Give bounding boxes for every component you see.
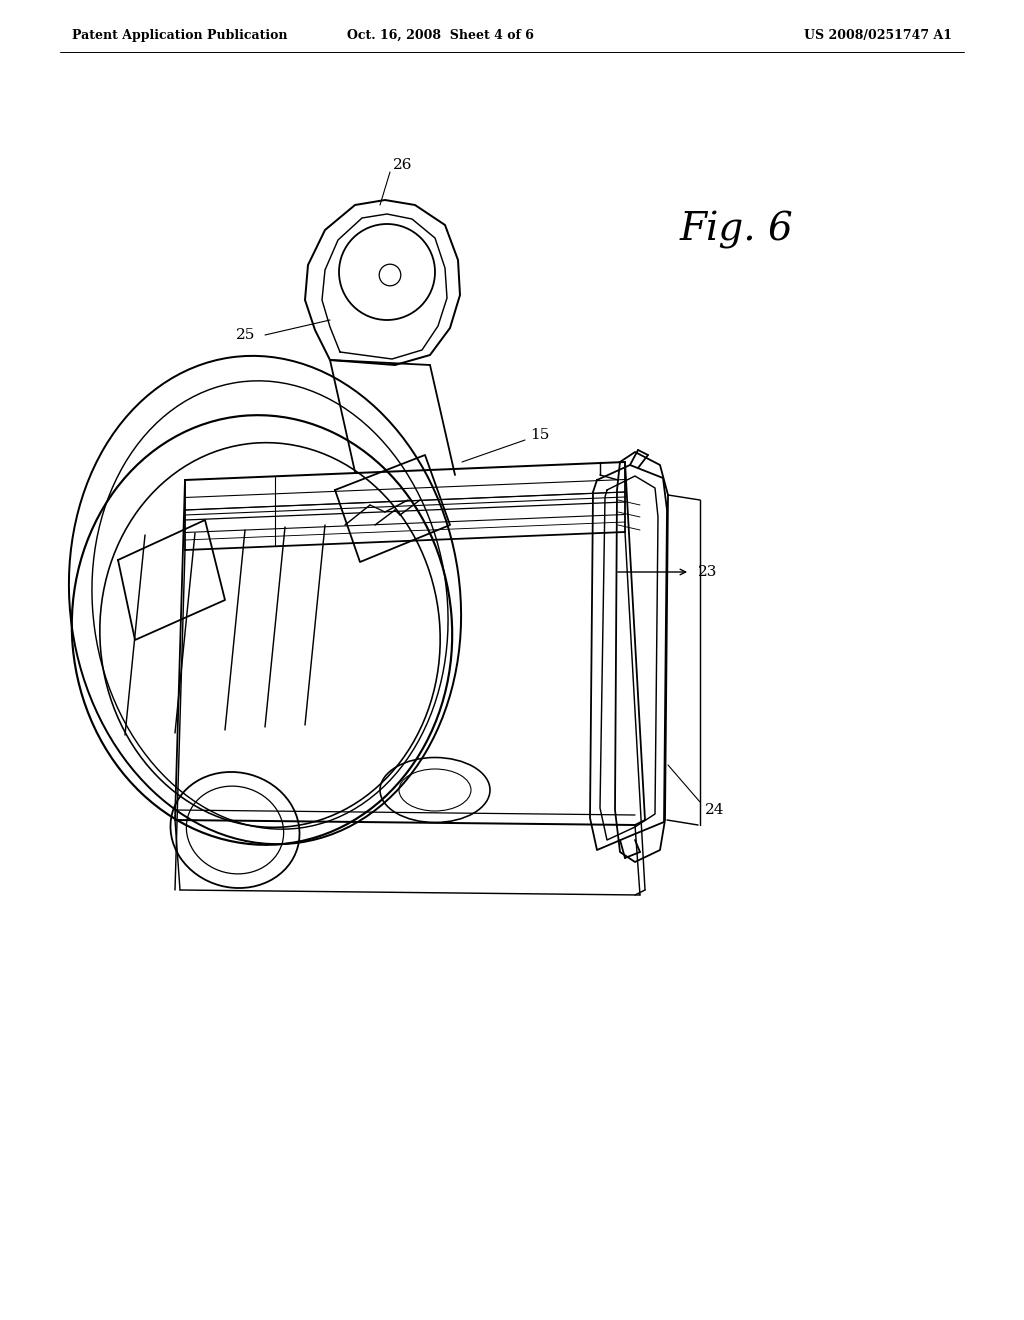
Text: 26: 26	[393, 158, 413, 172]
Text: 24: 24	[705, 803, 725, 817]
Text: US 2008/0251747 A1: US 2008/0251747 A1	[804, 29, 952, 41]
Text: Fig. 6: Fig. 6	[680, 211, 794, 249]
Text: Oct. 16, 2008  Sheet 4 of 6: Oct. 16, 2008 Sheet 4 of 6	[346, 29, 534, 41]
Text: 15: 15	[530, 428, 549, 442]
Text: 23: 23	[698, 565, 718, 579]
Text: 25: 25	[236, 327, 255, 342]
Text: Patent Application Publication: Patent Application Publication	[72, 29, 288, 41]
